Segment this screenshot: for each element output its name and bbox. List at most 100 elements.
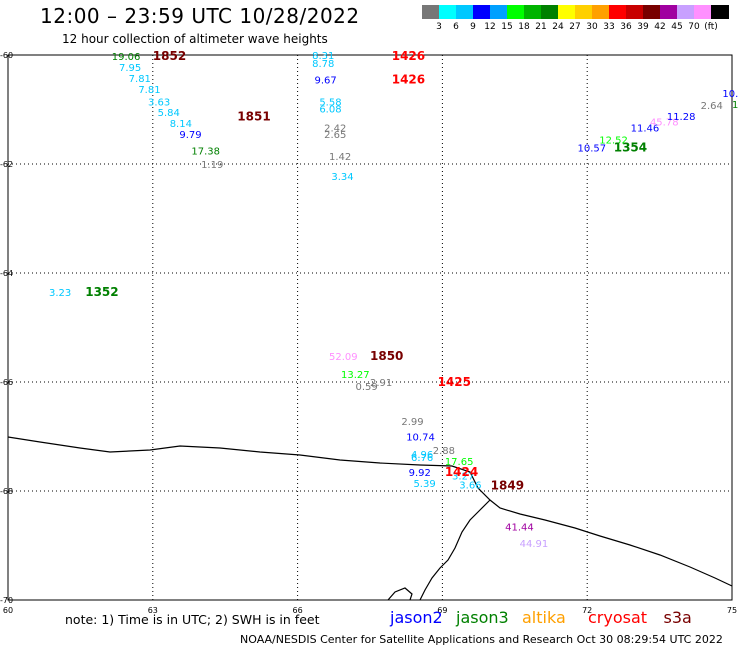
wave-height-value: 10.74 xyxy=(406,433,435,444)
credit-line: NOAA/NESDIS Center for Satellite Applica… xyxy=(240,633,723,646)
coastline-island xyxy=(387,587,413,601)
satellite-jason3: jason3 xyxy=(456,608,509,627)
legend-swatch xyxy=(524,5,542,19)
legend-swatch xyxy=(660,5,678,19)
wave-height-value: 8.14 xyxy=(170,119,192,130)
lon-tick-label: 75 xyxy=(727,606,737,615)
legend-swatch xyxy=(575,5,593,19)
legend-label: 30 xyxy=(586,22,598,32)
satellite-s3a: s3a xyxy=(663,608,692,627)
wave-height-value: 1.42 xyxy=(329,152,351,163)
legend-label: 42 xyxy=(654,22,666,32)
wave-height-value: 44.91 xyxy=(520,539,549,550)
wave-height-value: 5.58 xyxy=(319,97,341,108)
lon-tick-label: 72 xyxy=(582,606,592,615)
legend-swatch xyxy=(558,5,576,19)
legend-label: 24 xyxy=(552,22,564,32)
legend-swatch xyxy=(439,5,457,19)
wave-height-value: 7.81 xyxy=(138,85,160,96)
legend-label: 3 xyxy=(436,22,442,32)
wave-height-value: 10.57 xyxy=(578,144,607,155)
legend-label: 45 xyxy=(671,22,683,32)
pass-time-label: 1849 xyxy=(491,479,524,493)
legend-label: 27 xyxy=(569,22,581,32)
satellite-jason2: jason2 xyxy=(390,608,443,627)
wave-height-value: 2.42 xyxy=(324,123,346,134)
wave-height-value: 11.28 xyxy=(667,112,696,123)
coastline-main xyxy=(7,436,733,587)
legend-label: 6 xyxy=(453,22,459,32)
lat-tick-label: -66 xyxy=(0,378,13,387)
legend-label: 21 xyxy=(535,22,547,32)
pass-time-label: 1354 xyxy=(614,141,647,155)
lon-tick-label: 66 xyxy=(293,606,303,615)
pass-time-label: 1426 xyxy=(392,73,425,87)
coastline xyxy=(7,436,733,601)
wave-height-value: 41.44 xyxy=(505,522,534,533)
legend-label: 9 xyxy=(470,22,476,32)
wave-height-value: 2.91 xyxy=(370,378,392,389)
coastline-inlet xyxy=(419,499,491,601)
wave-height-value: 11.46 xyxy=(631,123,660,134)
legend-swatch xyxy=(643,5,661,19)
wave-height-value: 1 xyxy=(732,100,738,111)
wave-height-value: 4.96 xyxy=(411,450,433,461)
wave-height-value: 3.66 xyxy=(459,480,481,491)
lat-lon-grid xyxy=(7,54,733,601)
legend-swatch xyxy=(626,5,644,19)
lat-tick-label: -62 xyxy=(0,160,13,169)
satellite-cryosat: cryosat xyxy=(588,608,648,627)
lat-tick-label: -70 xyxy=(0,596,13,605)
wave-height-value: 52.09 xyxy=(329,352,358,363)
pass-time-label: 1851 xyxy=(237,110,270,124)
wave-height-value: 5.84 xyxy=(158,108,180,119)
wave-height-value: 6.08 xyxy=(319,104,341,115)
wave-height-value: 2.99 xyxy=(401,417,423,428)
legend-label: 39 xyxy=(637,22,649,32)
wave-height-value: 2.64 xyxy=(701,101,723,112)
pass-time-label: 1425 xyxy=(438,375,471,389)
wave-height-value: 17.38 xyxy=(191,146,220,157)
wave-height-value: 0.59 xyxy=(356,382,378,393)
wave-height-value: 8.31 xyxy=(312,51,334,62)
pass-time-label: 1424 xyxy=(445,465,478,479)
map-frame xyxy=(7,54,733,601)
wave-height-value: 3.63 xyxy=(148,97,170,108)
wave-height-value: 19.06 xyxy=(112,52,141,63)
footer-note: note: 1) Time is in UTC; 2) SWH is in fe… xyxy=(65,612,320,627)
chart-title: 12:00 – 23:59 UTC 10/28/2022 xyxy=(40,4,360,28)
wave-height-value: 13.27 xyxy=(341,370,370,381)
wave-height-value: 1.19 xyxy=(201,160,223,171)
wave-height-value: 2.65 xyxy=(324,130,346,141)
legend-swatch xyxy=(609,5,627,19)
satellite-altika: altika xyxy=(522,608,566,627)
legend-label: 70 xyxy=(688,22,700,32)
wave-height-value: 6.76 xyxy=(411,453,433,464)
wave-height-value: 9.67 xyxy=(314,76,336,87)
axis-tick-labels: 60 63 66 69 72 75 -60 -62 -64 -66 -68 -70 xyxy=(0,51,737,615)
chart-subtitle: 12 hour collection of altimeter wave hei… xyxy=(62,32,328,46)
legend-label: 15 xyxy=(501,22,513,32)
legend-swatch xyxy=(694,5,712,19)
wave-height-value: 7.81 xyxy=(129,74,151,85)
legend-swatch xyxy=(422,5,440,19)
wave-height-value: 12.52 xyxy=(599,135,628,146)
wave-height-value: 3.34 xyxy=(331,172,353,183)
wave-height-value: 3.27 xyxy=(452,472,474,483)
legend-swatch xyxy=(677,5,695,19)
lat-tick-label: -68 xyxy=(0,487,13,496)
wave-height-value: 3.23 xyxy=(49,288,71,299)
wave-height-value: 9.92 xyxy=(409,468,431,479)
legend-swatch xyxy=(456,5,474,19)
wave-height-value: 5.39 xyxy=(413,479,435,490)
legend-swatch xyxy=(507,5,525,19)
wave-height-value: 45.78 xyxy=(650,117,679,128)
lon-tick-label: 60 xyxy=(3,606,13,615)
wave-height-value: 9.79 xyxy=(179,130,201,141)
wave-observations: 19.067.957.817.813.635.848.149.7917.381.… xyxy=(49,51,738,550)
lat-tick-label: -60 xyxy=(0,51,13,60)
legend-swatch xyxy=(711,5,729,19)
pass-time-label: 1352 xyxy=(85,285,118,299)
wave-height-value: 7.95 xyxy=(119,63,141,74)
